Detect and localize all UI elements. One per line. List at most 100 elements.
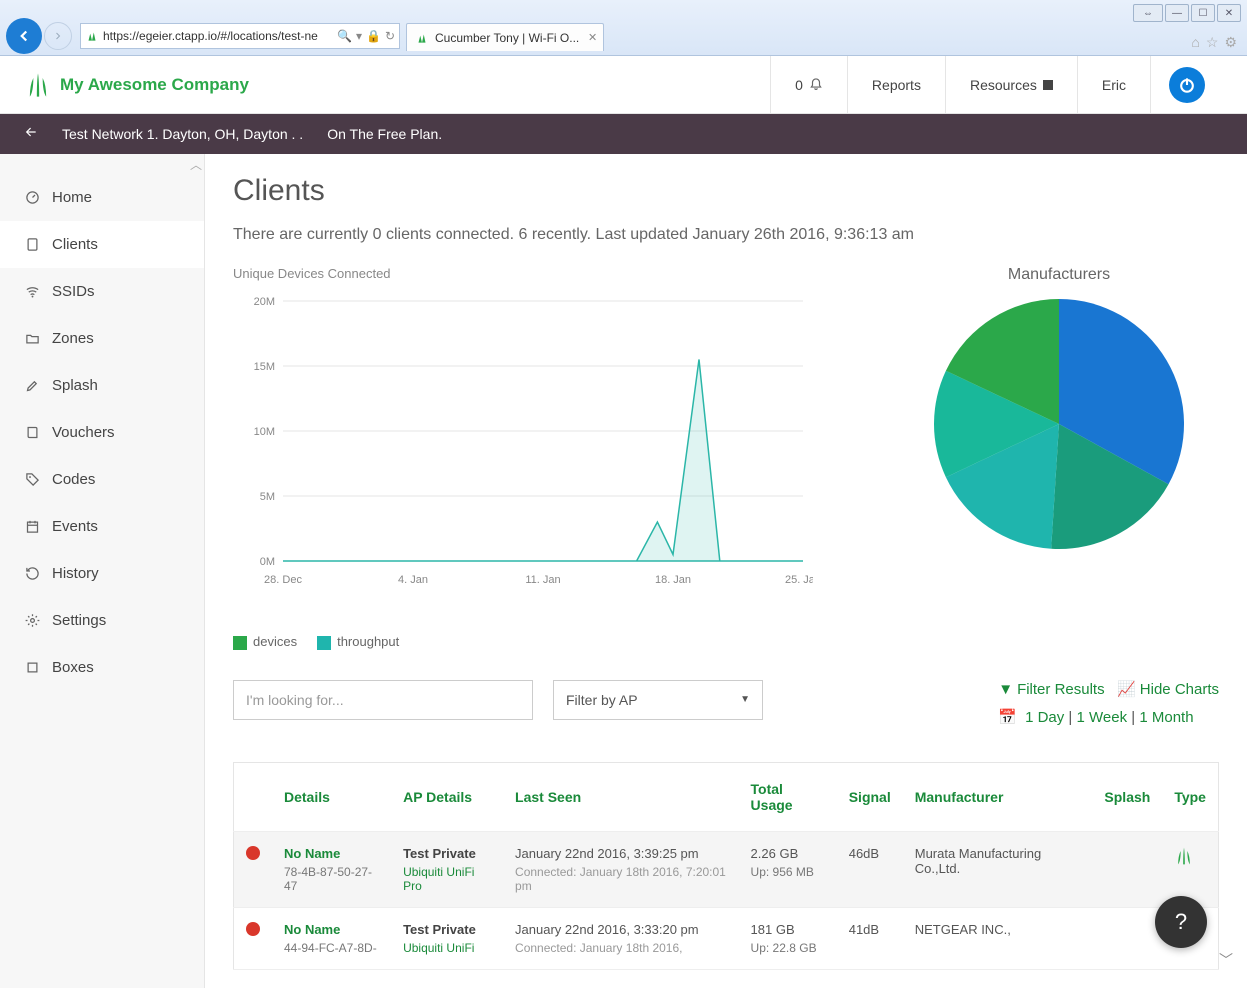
scroll-up-icon[interactable]: ︿ <box>190 156 202 173</box>
power-button[interactable] <box>1169 67 1205 103</box>
history-icon <box>24 566 40 581</box>
client-name[interactable]: No Name <box>284 846 379 861</box>
lock-icon: 🔒 <box>366 29 381 43</box>
sidebar-item-label: SSIDs <box>52 283 95 300</box>
reports-link[interactable]: Reports <box>847 56 945 113</box>
hide-charts-link[interactable]: 📈Hide Charts <box>1117 681 1219 698</box>
line-chart: Unique Devices Connected 0M5M10M15M20M28… <box>233 266 859 650</box>
sidebar: ︿ HomeClients SSIDs ZonesSplashVouchers Cod… <box>0 154 205 988</box>
chart-icon: 📈 <box>1117 681 1136 698</box>
sidebar-item-boxes[interactable]: Boxes <box>0 644 204 691</box>
breadcrumb-plan: On The Free Plan. <box>327 126 442 142</box>
device-icon <box>24 237 40 252</box>
svg-text:11. Jan: 11. Jan <box>525 574 560 586</box>
calendar-icon <box>24 519 40 534</box>
help-button[interactable]: ? <box>1155 896 1207 948</box>
tags-icon <box>24 472 40 487</box>
refresh-icon[interactable]: ↻ <box>385 29 395 43</box>
sidebar-item-ssids[interactable]: SSIDs <box>0 268 204 315</box>
content-area: Clients There are currently 0 clients co… <box>205 154 1247 988</box>
breadcrumb-back-icon[interactable] <box>24 125 38 144</box>
resources-link[interactable]: Resources <box>945 56 1077 113</box>
resources-dropdown-icon <box>1043 80 1053 90</box>
sidebar-item-home[interactable]: Home <box>0 174 204 221</box>
breadcrumb-bar: Test Network 1. Dayton, OH, Dayton . . O… <box>0 114 1247 154</box>
favicon-icon <box>85 29 99 43</box>
chevron-down-icon: ▼ <box>740 694 750 705</box>
scroll-down-icon[interactable]: ﹀ <box>1219 950 1233 970</box>
brush-icon <box>24 378 40 393</box>
table-row[interactable]: No Name78-4B-87-50-27-47 Test PrivateUbi… <box>234 831 1219 907</box>
table-header[interactable]: Splash <box>1092 762 1162 831</box>
pie-chart: Manufacturers <box>899 266 1219 650</box>
sidebar-item-vouchers[interactable]: Vouchers <box>0 409 204 456</box>
browser-tab[interactable]: Cucumber Tony | Wi-Fi O... ✕ <box>406 23 604 51</box>
sidebar-item-events[interactable]: Events <box>0 503 204 550</box>
favorites-icon[interactable]: ☆ <box>1206 34 1219 51</box>
line-chart-legend: devicesthroughput <box>233 634 859 650</box>
table-header[interactable]: Type <box>1162 762 1218 831</box>
search-input[interactable]: I'm looking for... <box>233 680 533 720</box>
logo[interactable]: My Awesome Company <box>24 71 249 99</box>
breadcrumb-network[interactable]: Test Network 1. Dayton, OH, Dayton . . <box>62 126 303 142</box>
manufacturer: NETGEAR INC., <box>903 907 1093 969</box>
table-header[interactable]: Manufacturer <box>903 762 1093 831</box>
sidebar-item-splash[interactable]: Splash <box>0 362 204 409</box>
browser-chrome: ⇔ — ☐ ✕ https://egeier.ctapp.io/#/locati… <box>0 0 1247 56</box>
search-icon[interactable]: 🔍 <box>337 29 352 43</box>
chrome-toolbar-icons: ⌂ ☆ ⚙ <box>1191 34 1237 51</box>
sidebar-item-clients[interactable]: Clients <box>0 221 204 268</box>
range-1month[interactable]: 1 Month <box>1139 709 1193 726</box>
splash <box>1092 907 1162 969</box>
company-name: My Awesome Company <box>60 75 249 95</box>
calendar-icon: 📅 <box>998 709 1017 726</box>
table-header[interactable]: Details <box>272 762 391 831</box>
book-icon <box>24 425 40 440</box>
table-header[interactable] <box>234 762 273 831</box>
browser-forward-button[interactable] <box>44 22 72 50</box>
svg-text:15M: 15M <box>254 361 275 373</box>
help-icon: ? <box>1175 909 1187 935</box>
table-row[interactable]: No Name44-94-FC-A7-8D- Test PrivateUbiqu… <box>234 907 1219 969</box>
sidebar-item-label: Codes <box>52 471 95 488</box>
svg-text:5M: 5M <box>260 491 275 503</box>
browser-back-button[interactable] <box>6 18 42 54</box>
client-name[interactable]: No Name <box>284 922 379 937</box>
svg-text:0M: 0M <box>260 556 275 568</box>
bell-icon <box>809 76 823 93</box>
line-chart-subtitle: Unique Devices Connected <box>233 266 859 281</box>
svg-text:18. Jan: 18. Jan <box>655 574 691 586</box>
usage-up: Up: 22.8 GB <box>751 941 825 955</box>
svg-text:25. Jan: 25. Jan <box>785 574 813 586</box>
svg-text:20M: 20M <box>254 296 275 308</box>
address-bar[interactable]: https://egeier.ctapp.io/#/locations/test… <box>80 23 400 49</box>
notifications-button[interactable]: 0 <box>770 56 847 113</box>
tab-favicon-icon <box>415 31 429 45</box>
home-icon[interactable]: ⌂ <box>1191 34 1199 51</box>
table-header[interactable]: Last Seen <box>503 762 739 831</box>
table-header[interactable]: AP Details <box>391 762 503 831</box>
svg-text:10M: 10M <box>254 426 275 438</box>
sidebar-item-settings[interactable]: Settings <box>0 597 204 644</box>
legend-item: devices <box>233 634 297 650</box>
address-bar-icons: 🔍 ▾ 🔒 ↻ <box>337 29 395 43</box>
filter-results-link[interactable]: ▼Filter Results <box>998 681 1104 698</box>
ap-name: Test Private <box>403 922 491 937</box>
tools-icon[interactable]: ⚙ <box>1224 34 1237 51</box>
page-title: Clients <box>233 174 1219 208</box>
range-1day[interactable]: 1 Day <box>1025 709 1064 726</box>
filter-icon: ▼ <box>998 681 1013 698</box>
sidebar-item-zones[interactable]: Zones <box>0 315 204 362</box>
sidebar-item-history[interactable]: History <box>0 550 204 597</box>
range-1week[interactable]: 1 Week <box>1077 709 1128 726</box>
svg-text:4. Jan: 4. Jan <box>398 574 428 586</box>
table-header[interactable]: Signal <box>837 762 903 831</box>
signal: 41dB <box>837 907 903 969</box>
user-menu[interactable]: Eric <box>1077 56 1150 113</box>
table-header[interactable]: Total Usage <box>739 762 837 831</box>
manufacturer: Murata Manufacturing Co.,Ltd. <box>903 831 1093 907</box>
sidebar-item-codes[interactable]: Codes <box>0 456 204 503</box>
dropdown-icon[interactable]: ▾ <box>356 29 362 43</box>
filter-by-ap-select[interactable]: Filter by AP ▼ <box>553 680 763 720</box>
tab-close-icon[interactable]: ✕ <box>588 31 597 44</box>
